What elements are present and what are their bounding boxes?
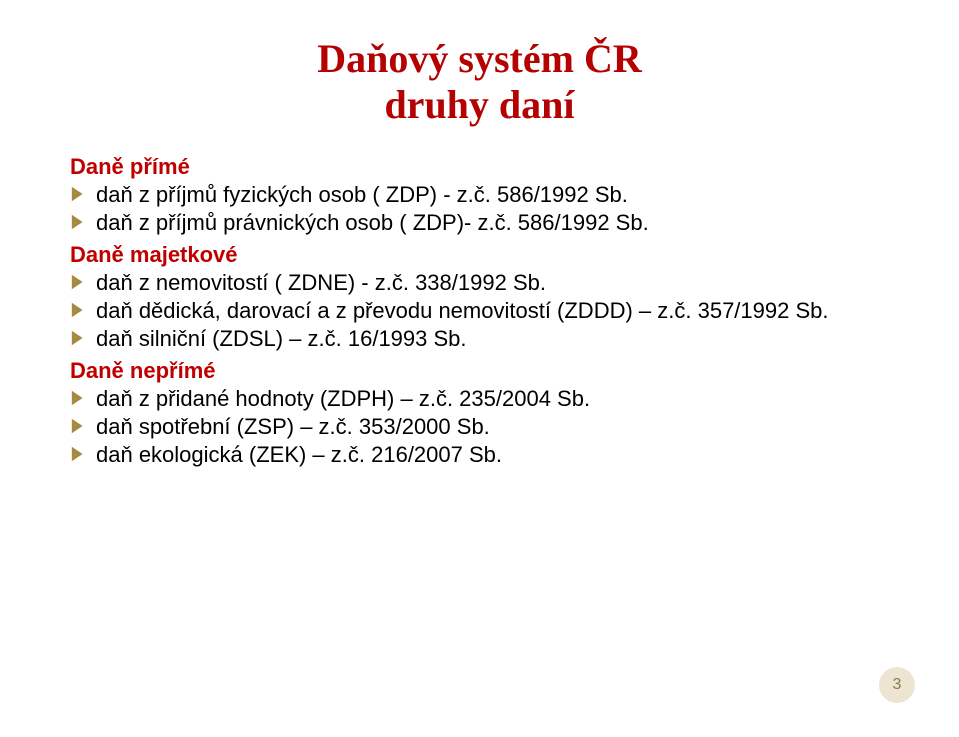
list-item-text: daň z příjmů právnických osob ( ZDP)- z.…	[96, 210, 649, 236]
title-line-2: druhy daní	[70, 82, 889, 128]
bullet-icon	[70, 329, 88, 347]
title-line-1: Daňový systém ČR	[70, 36, 889, 82]
list-item: daň z přidané hodnoty (ZDPH) – z.č. 235/…	[70, 386, 889, 412]
list-item: daň ekologická (ZEK) – z.č. 216/2007 Sb.	[70, 442, 889, 468]
list-item: daň z nemovitostí ( ZDNE) - z.č. 338/199…	[70, 270, 889, 296]
list-item: daň dědická, darovací a z převodu nemovi…	[70, 298, 889, 324]
list-item-text: daň silniční (ZDSL) – z.č. 16/1993 Sb.	[96, 326, 467, 352]
section-heading: Daně nepřímé	[70, 358, 889, 384]
bullet-icon	[70, 445, 88, 463]
bullet-icon	[70, 417, 88, 435]
list-item-text: daň spotřební (ZSP) – z.č. 353/2000 Sb.	[96, 414, 490, 440]
list-item: daň z příjmů právnických osob ( ZDP)- z.…	[70, 210, 889, 236]
list-item-text: daň z nemovitostí ( ZDNE) - z.č. 338/199…	[96, 270, 546, 296]
list-item: daň silniční (ZDSL) – z.č. 16/1993 Sb.	[70, 326, 889, 352]
list-item-text: daň z příjmů fyzických osob ( ZDP) - z.č…	[96, 182, 628, 208]
list-item-text: daň ekologická (ZEK) – z.č. 216/2007 Sb.	[96, 442, 502, 468]
list-item: daň spotřební (ZSP) – z.č. 353/2000 Sb.	[70, 414, 889, 440]
content: Daně přímédaň z příjmů fyzických osob ( …	[70, 154, 889, 468]
list-item-text: daň z přidané hodnoty (ZDPH) – z.č. 235/…	[96, 386, 590, 412]
page-number: 3	[893, 676, 902, 694]
bullet-icon	[70, 273, 88, 291]
slide: Daňový systém ČR druhy daní Daně příméda…	[0, 0, 959, 737]
page-number-badge: 3	[879, 667, 915, 703]
list-item-text: daň dědická, darovací a z převodu nemovi…	[96, 298, 829, 324]
bullet-icon	[70, 213, 88, 231]
section-heading: Daně majetkové	[70, 242, 889, 268]
bullet-icon	[70, 301, 88, 319]
slide-title: Daňový systém ČR druhy daní	[70, 36, 889, 128]
section-heading: Daně přímé	[70, 154, 889, 180]
bullet-icon	[70, 389, 88, 407]
list-item: daň z příjmů fyzických osob ( ZDP) - z.č…	[70, 182, 889, 208]
bullet-icon	[70, 185, 88, 203]
